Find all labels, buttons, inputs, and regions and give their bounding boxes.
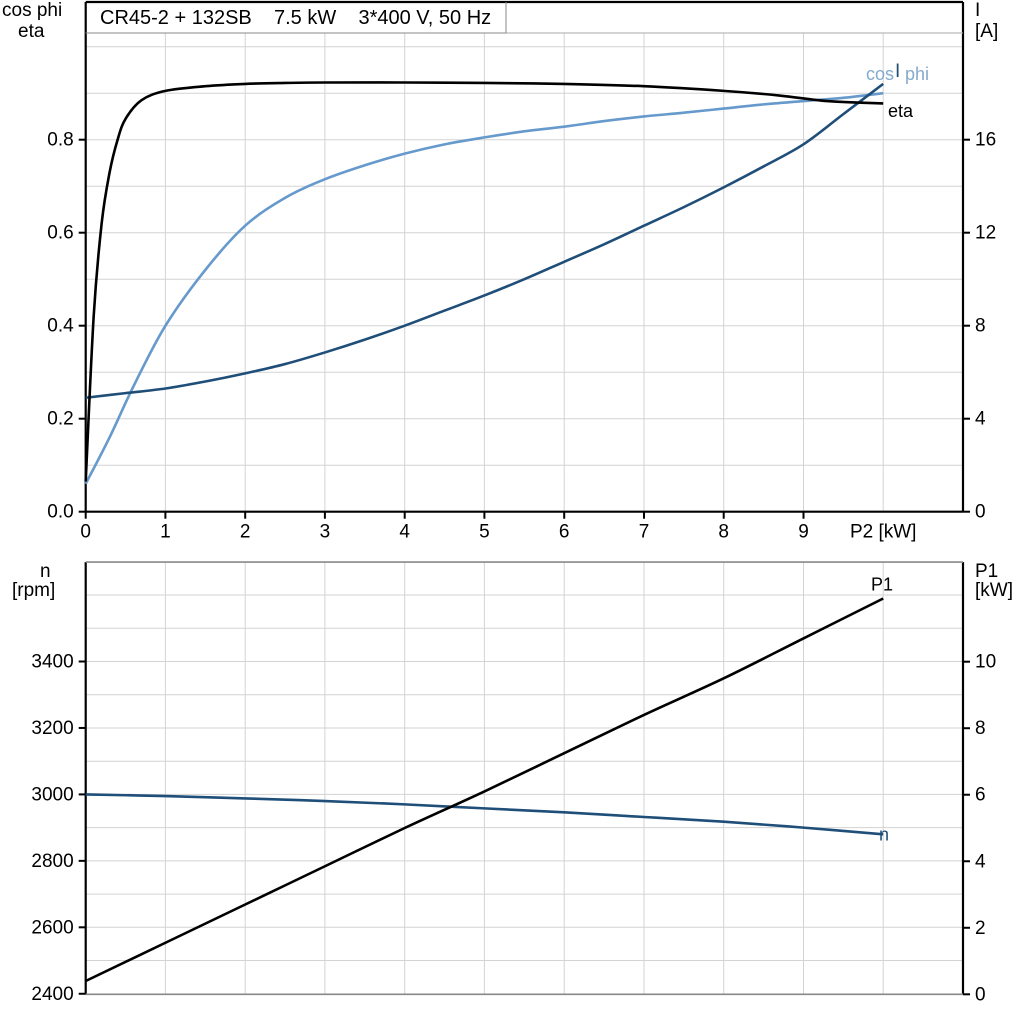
svg-text:3200: 3200 <box>31 718 73 739</box>
svg-text:12: 12 <box>975 223 996 244</box>
svg-text:P1: P1 <box>871 575 893 595</box>
svg-text:2400: 2400 <box>31 984 73 1005</box>
svg-text:2: 2 <box>975 918 986 939</box>
svg-text:0.6: 0.6 <box>47 223 73 244</box>
svg-text:2: 2 <box>240 522 251 543</box>
svg-text:[kW]: [kW] <box>975 580 1013 601</box>
svg-text:0.0: 0.0 <box>47 502 73 523</box>
svg-text:7: 7 <box>639 522 650 543</box>
svg-text:n: n <box>40 561 51 582</box>
svg-text:8: 8 <box>718 522 729 543</box>
svg-text:I: I <box>895 61 900 82</box>
svg-text:9: 9 <box>798 522 809 543</box>
svg-text:0: 0 <box>80 522 91 543</box>
svg-text:0.2: 0.2 <box>47 409 73 430</box>
svg-text:10: 10 <box>975 652 996 673</box>
svg-text:0: 0 <box>975 502 986 523</box>
svg-text:0.8: 0.8 <box>47 130 73 151</box>
svg-text:eta: eta <box>18 21 45 42</box>
svg-text:[rpm]: [rpm] <box>12 580 55 601</box>
svg-text:P2 [kW]: P2 [kW] <box>850 522 917 543</box>
svg-text:3400: 3400 <box>31 652 73 673</box>
svg-text:eta: eta <box>888 101 914 121</box>
svg-text:2600: 2600 <box>31 917 73 938</box>
svg-text:16: 16 <box>975 130 996 151</box>
svg-text:6: 6 <box>975 785 986 806</box>
svg-text:4: 4 <box>975 409 986 430</box>
svg-text:3000: 3000 <box>31 784 73 805</box>
svg-text:2800: 2800 <box>31 851 73 872</box>
svg-text:P1: P1 <box>975 561 998 582</box>
svg-text:0.4: 0.4 <box>47 316 74 337</box>
svg-text:4: 4 <box>399 522 410 543</box>
svg-text:1: 1 <box>160 522 171 543</box>
svg-text:4: 4 <box>975 851 986 872</box>
svg-text:5: 5 <box>479 522 490 543</box>
svg-text:6: 6 <box>559 522 570 543</box>
svg-text:0: 0 <box>975 984 986 1005</box>
svg-text:n: n <box>879 824 889 844</box>
svg-text:8: 8 <box>975 316 986 337</box>
svg-text:cos phi: cos phi <box>2 0 62 21</box>
svg-text:[A]: [A] <box>975 21 998 42</box>
svg-text:CR45-2 + 132SB 7.5 kW 3*: CR45-2 + 132SB 7.5 kW 3*400 V, 50 Hz <box>100 7 491 29</box>
svg-text:I: I <box>975 0 980 21</box>
svg-text:3: 3 <box>320 522 331 543</box>
svg-text:8: 8 <box>975 718 986 739</box>
